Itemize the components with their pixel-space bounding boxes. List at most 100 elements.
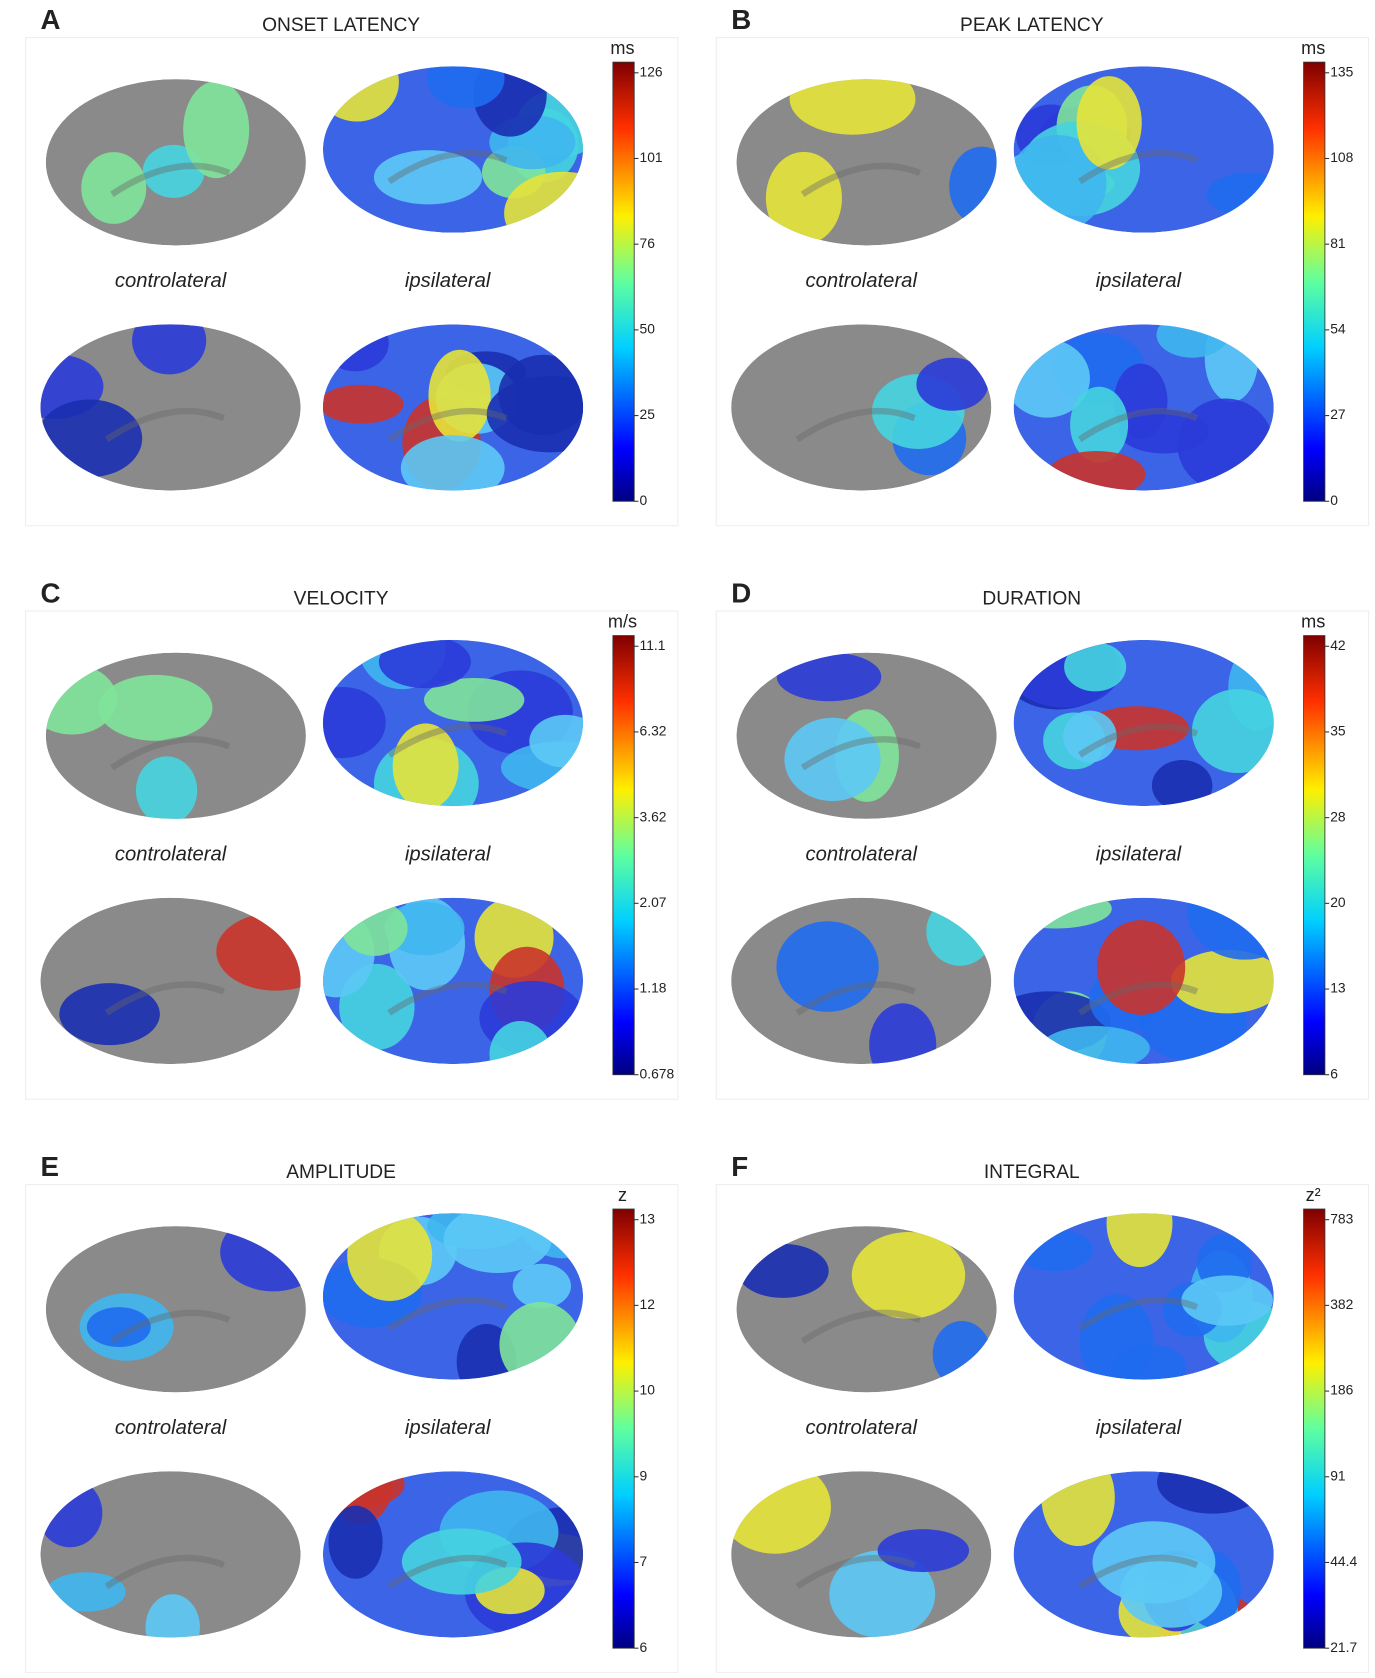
panel-frame — [715, 610, 1370, 1100]
brain-region — [132, 324, 207, 375]
panel-letter: C — [41, 577, 61, 608]
brain-region — [328, 1505, 383, 1579]
colorbar-tick-label: 54 — [1330, 321, 1346, 337]
panel: B PEAK LATENCY controlateral ipsilateral ms 1… — [715, 4, 1370, 527]
brain-region — [400, 435, 505, 491]
brain-region — [347, 1213, 433, 1302]
colorbar — [612, 1208, 635, 1649]
brain-region — [322, 324, 389, 372]
brain — [322, 324, 584, 491]
panel: D DURATION controlateral ipsilateral ms 42 35 2… — [715, 577, 1370, 1100]
brain-region — [1076, 76, 1142, 170]
brain-sulcus — [387, 1296, 508, 1332]
brain-region — [40, 1478, 103, 1548]
view-label: controlateral — [806, 270, 918, 292]
brain-region — [1111, 1344, 1187, 1380]
brain — [45, 1226, 306, 1393]
colorbar-tick-label: 12 — [640, 1296, 655, 1312]
brain — [40, 324, 301, 491]
brain-region — [877, 1529, 970, 1573]
colorbar-tick-label: 44.4 — [1330, 1553, 1357, 1569]
brain-sulcus — [110, 162, 231, 197]
brain-region — [384, 901, 465, 956]
brain — [40, 1471, 301, 1638]
colorbar-tick-label: 135 — [1330, 63, 1353, 79]
brain-region — [1151, 759, 1213, 807]
panel-letter: B — [731, 4, 751, 35]
panel: C VELOCITY controlateral ipsilateral m/s11.1… — [25, 577, 679, 1100]
brain-region — [1040, 1026, 1150, 1065]
colorbar-tick-label: 13 — [1330, 980, 1346, 996]
brain-region — [1092, 1521, 1216, 1604]
brain-region — [401, 1528, 522, 1595]
brain-region — [776, 652, 882, 702]
brain-sulcus — [387, 723, 508, 758]
brain-region — [1047, 450, 1146, 491]
brain-region — [392, 723, 459, 807]
colorbar-tick-label: 42 — [1330, 637, 1345, 653]
colorbar-tick-label: 0.678 — [640, 1065, 675, 1081]
brain-region — [135, 756, 198, 819]
brain-region — [1191, 689, 1274, 774]
colorbar — [1303, 1208, 1326, 1649]
brain-region — [1206, 172, 1274, 217]
colorbar-tick-label: 0 — [1330, 492, 1338, 508]
panel: F INTEGRAL controlateral ipsilateral z² 783 38… — [715, 1151, 1370, 1674]
brain — [1013, 1471, 1274, 1638]
panel-letter: D — [731, 577, 751, 608]
brain-region — [1096, 920, 1186, 1015]
brain-region — [486, 376, 584, 453]
brain-region — [1106, 1213, 1173, 1268]
colorbar-tick-label: 13 — [640, 1210, 656, 1226]
brain-region — [98, 674, 213, 741]
brain-region — [1013, 897, 1112, 929]
brain-region — [737, 1243, 829, 1298]
colorbar-unit: m/s — [608, 612, 637, 632]
brain-region — [512, 1263, 571, 1309]
panel-title: ONSET LATENCY — [262, 15, 420, 36]
colorbar — [1303, 61, 1326, 502]
brain-region — [1177, 398, 1274, 491]
brain-region — [424, 677, 525, 722]
colorbar-tick-label: 3.62 — [640, 808, 667, 824]
panel-title: INTEGRAL — [984, 1162, 1080, 1183]
brain-region — [1015, 1229, 1093, 1272]
brain-region — [1170, 950, 1274, 1014]
colorbar-tick-label: 7 — [640, 1553, 648, 1569]
brain-region — [489, 1021, 552, 1065]
brain — [322, 66, 584, 233]
colorbar-tick-label: 1.18 — [640, 980, 667, 996]
view-label: controlateral — [806, 843, 918, 865]
brain — [1013, 897, 1274, 1065]
colorbar-tick-label: 0 — [640, 492, 648, 508]
brain-region — [949, 146, 997, 226]
brain-sulcus — [795, 1554, 916, 1590]
brain — [1013, 66, 1274, 233]
colorbar-tick-label: 35 — [1330, 723, 1346, 739]
view-label: controlateral — [115, 1417, 227, 1439]
colorbar-tick-label: 50 — [640, 321, 656, 337]
colorbar-tick-label: 25 — [640, 406, 656, 422]
brain-region — [86, 1307, 151, 1348]
colorbar — [612, 61, 635, 502]
colorbar-tick-label: 186 — [1330, 1382, 1353, 1398]
view-label: ipsilateral — [1096, 843, 1182, 865]
panel: A ONSET LATENCY controlateral ipsilateral ms… — [25, 4, 679, 527]
colorbar-tick-label: 9 — [640, 1467, 648, 1483]
brain-sulcus — [387, 981, 508, 1016]
brain — [322, 1471, 584, 1638]
brain-sulcus — [1077, 981, 1199, 1016]
colorbar — [1303, 635, 1326, 1076]
brain-region — [1064, 642, 1127, 692]
brain-region — [1157, 1471, 1268, 1514]
brain-region — [851, 1232, 966, 1319]
view-label: ipsilateral — [405, 843, 491, 865]
brain-sulcus — [1077, 407, 1199, 443]
brain-region — [1156, 324, 1229, 358]
view-label: ipsilateral — [405, 1417, 491, 1439]
brain-region — [322, 686, 386, 759]
brain-sulcus — [387, 149, 508, 185]
view-label: ipsilateral — [1096, 270, 1182, 292]
panel-frame — [25, 610, 679, 1100]
brain-region — [499, 1302, 582, 1380]
